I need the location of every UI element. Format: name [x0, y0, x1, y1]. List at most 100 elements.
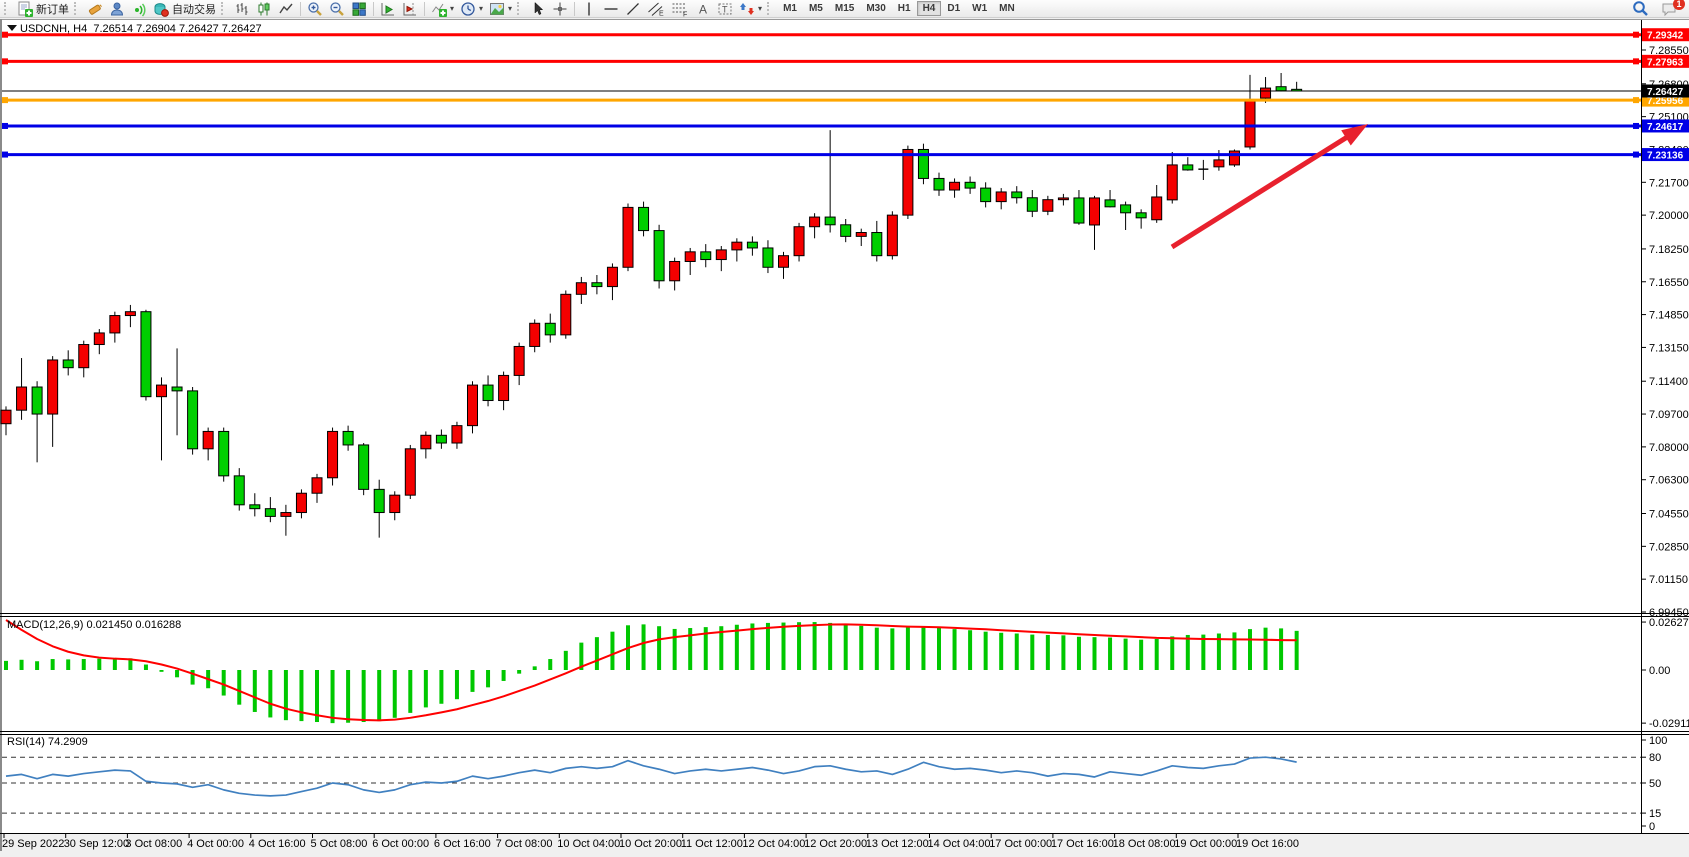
timeframe-mn-button[interactable]: MN	[993, 1, 1021, 16]
auto-scroll-icon	[381, 2, 394, 15]
text-label-button[interactable]: T	[714, 1, 736, 17]
candle-bullish	[886, 214, 898, 257]
macd-histogram-bar	[237, 670, 242, 705]
candle-bullish	[1260, 87, 1272, 99]
periods-button[interactable]: ▾	[457, 1, 486, 17]
macd-histogram-bar	[470, 670, 475, 692]
trend-arrow-shaft[interactable]	[1170, 132, 1353, 250]
price-tick-label: 7.06300	[1649, 475, 1689, 487]
macd-histogram-bar	[812, 622, 817, 670]
line-handle[interactable]	[1633, 122, 1639, 129]
trend-arrow-head[interactable]	[1341, 124, 1368, 146]
macd-histogram-bar	[1108, 637, 1113, 670]
toolbar-grip[interactable]	[74, 2, 80, 15]
timeframe-m1-button[interactable]: M1	[777, 1, 803, 16]
candle-bullish	[1166, 164, 1178, 201]
candle-bullish	[949, 181, 961, 191]
candle-bullish	[404, 448, 416, 496]
signals-button[interactable]	[128, 1, 150, 17]
macd-histogram-bar	[408, 670, 413, 713]
line-handle[interactable]	[2, 31, 8, 38]
equidistant-channel-icon: E	[648, 2, 664, 17]
cursor-button[interactable]	[527, 1, 549, 17]
templates-button[interactable]: ▾	[486, 1, 515, 17]
line-handle[interactable]	[2, 151, 8, 158]
equidistant-channel-button[interactable]: E	[644, 1, 668, 17]
timeframe-m5-button[interactable]: M5	[803, 1, 829, 16]
macd-histogram-bar	[1076, 636, 1081, 670]
toolbar-grip[interactable]	[767, 2, 773, 15]
rsi-line	[5, 756, 1297, 797]
candlestick-icon	[258, 2, 270, 15]
macd-histogram-bar	[610, 631, 615, 670]
search-button[interactable]	[1629, 1, 1652, 17]
crayon-button[interactable]	[84, 1, 106, 17]
indicators-button[interactable]: ▾	[428, 1, 457, 17]
fibonacci-button[interactable]: F	[668, 1, 692, 17]
line-handle[interactable]	[1633, 31, 1639, 38]
macd-histogram-bar	[377, 670, 382, 722]
macd-histogram-bar	[1216, 633, 1221, 670]
candlestick-button[interactable]	[253, 1, 275, 17]
time-tick-label: 12 Oct 20:00	[804, 838, 867, 850]
price-badge	[1642, 28, 1689, 42]
timeframe-m15-button[interactable]: M15	[829, 1, 860, 16]
price-tick-label: 7.14850	[1649, 310, 1689, 322]
profile-button[interactable]	[106, 1, 128, 17]
new-order-button[interactable]: 新订单	[14, 1, 72, 17]
text-button[interactable]: A	[692, 1, 714, 17]
trendline-button[interactable]	[622, 1, 644, 17]
rsi-tick-label: 80	[1649, 752, 1661, 764]
trendline-icon	[627, 2, 640, 15]
price-tick-label: 7.16550	[1649, 277, 1689, 289]
candle-bullish	[606, 266, 618, 288]
candle-bullish	[513, 345, 525, 376]
notifications-button[interactable]: 1	[1658, 0, 1685, 17]
macd-histogram-bar	[874, 627, 879, 670]
vertical-line-button[interactable]	[578, 1, 600, 17]
macd-histogram-bar	[797, 622, 802, 670]
time-tick-label: 13 Oct 12:00	[866, 838, 929, 850]
macd-histogram-bar	[454, 670, 459, 700]
timeframe-h1-button[interactable]: H1	[892, 1, 917, 16]
arrows-button[interactable]: ▾	[736, 1, 765, 17]
price-badge	[1642, 148, 1689, 162]
line-chart-button[interactable]	[275, 1, 297, 17]
zoom-in-button[interactable]	[304, 1, 326, 17]
toolbar-grip[interactable]	[517, 2, 523, 15]
candle-bearish	[1073, 197, 1085, 224]
price-badge	[1642, 84, 1689, 98]
price-chart[interactable]: 7.285507.268007.251007.234007.217007.200…	[0, 18, 1689, 857]
line-handle[interactable]	[1633, 58, 1639, 65]
line-handle[interactable]	[1633, 97, 1639, 104]
new-order-label: 新订单	[36, 3, 69, 16]
chart-collapse-icon[interactable]	[7, 25, 17, 31]
timeframe-m30-button[interactable]: M30	[860, 1, 891, 16]
toolbar-grip[interactable]	[221, 2, 227, 15]
time-tick-label: 19 Oct 16:00	[1236, 838, 1299, 850]
chart-shift-icon	[403, 2, 416, 15]
macd-histogram-bar	[330, 670, 335, 724]
auto-trading-button[interactable]: 自动交易	[150, 1, 219, 17]
candle-bearish	[373, 488, 385, 514]
horizontal-line-button[interactable]	[600, 1, 622, 17]
candle-bullish	[793, 226, 805, 257]
line-handle[interactable]	[1633, 151, 1639, 158]
line-handle[interactable]	[2, 97, 8, 104]
timeframe-d1-button[interactable]: D1	[941, 1, 966, 16]
chart-shift-button[interactable]	[399, 1, 421, 17]
auto-scroll-button[interactable]	[377, 1, 399, 17]
bar-chart-button[interactable]	[231, 1, 253, 17]
candle-bullish	[995, 191, 1007, 203]
toolbar-separator	[300, 1, 301, 16]
candle-bearish	[171, 386, 183, 392]
crosshair-button[interactable]	[549, 1, 571, 17]
zoom-out-button[interactable]	[326, 1, 348, 17]
timeframe-w1-button[interactable]: W1	[966, 1, 993, 16]
line-handle[interactable]	[2, 122, 8, 129]
candle-bullish	[156, 384, 167, 398]
line-handle[interactable]	[2, 58, 8, 65]
toolbar-grip[interactable]	[4, 2, 10, 15]
timeframe-h4-button[interactable]: H4	[916, 1, 942, 16]
tile-windows-button[interactable]	[348, 1, 370, 17]
